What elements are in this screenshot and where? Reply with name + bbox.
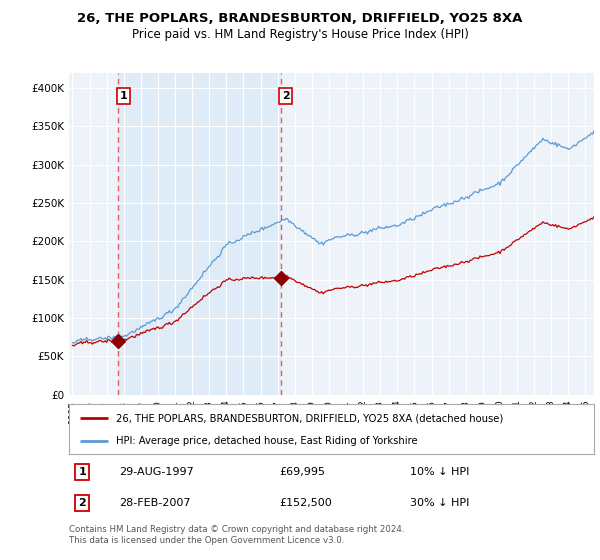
Text: £152,500: £152,500 <box>279 498 332 508</box>
Text: HPI: Average price, detached house, East Riding of Yorkshire: HPI: Average price, detached house, East… <box>116 436 418 446</box>
Text: 1: 1 <box>119 91 127 101</box>
Text: 26, THE POPLARS, BRANDESBURTON, DRIFFIELD, YO25 8XA (detached house): 26, THE POPLARS, BRANDESBURTON, DRIFFIEL… <box>116 413 503 423</box>
Text: Contains HM Land Registry data © Crown copyright and database right 2024.
This d: Contains HM Land Registry data © Crown c… <box>69 525 404 545</box>
Text: 10% ↓ HPI: 10% ↓ HPI <box>410 467 470 477</box>
Text: 1: 1 <box>78 467 86 477</box>
Text: 28-FEB-2007: 28-FEB-2007 <box>119 498 190 508</box>
Text: 2: 2 <box>282 91 290 101</box>
Bar <box>118 73 281 395</box>
Text: Price paid vs. HM Land Registry's House Price Index (HPI): Price paid vs. HM Land Registry's House … <box>131 28 469 41</box>
Text: 29-AUG-1997: 29-AUG-1997 <box>119 467 194 477</box>
Text: £69,995: £69,995 <box>279 467 325 477</box>
Text: 30% ↓ HPI: 30% ↓ HPI <box>410 498 470 508</box>
Text: 2: 2 <box>78 498 86 508</box>
Text: 26, THE POPLARS, BRANDESBURTON, DRIFFIELD, YO25 8XA: 26, THE POPLARS, BRANDESBURTON, DRIFFIEL… <box>77 12 523 25</box>
